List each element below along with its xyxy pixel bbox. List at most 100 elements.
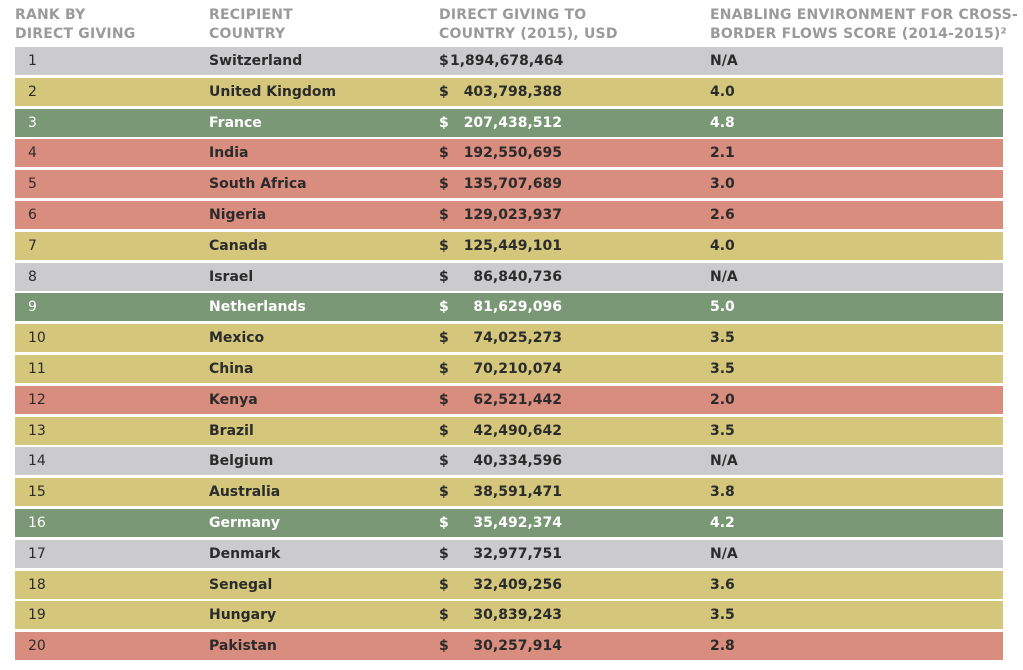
country-cell: Mexico [209, 330, 265, 347]
amount-cell: 40,334,596 [473, 453, 562, 470]
score-cell: 3.0 [710, 176, 735, 193]
rank-cell: 10 [28, 330, 46, 347]
rank-cell: 4 [28, 145, 37, 162]
header-giving: DIRECT GIVING TO COUNTRY (2015), USD [439, 7, 618, 42]
amount-cell: 135,707,689 [463, 176, 562, 193]
rank-cell: 15 [28, 484, 46, 501]
currency-symbol: $ [439, 268, 449, 285]
currency-symbol: $ [439, 206, 449, 223]
table-row: 14 Belgium $40,334,596 N/A [15, 447, 1003, 476]
rank-cell: 14 [28, 453, 46, 470]
score-cell: 5.0 [710, 299, 735, 316]
currency-symbol: $ [439, 53, 449, 69]
table-row: 13 Brazil $42,490,642 3.5 [15, 416, 1003, 445]
amount-cell: 30,257,914 [473, 638, 562, 655]
amount-cell: 192,550,695 [463, 145, 562, 162]
score-cell: N/A [710, 453, 738, 470]
currency-symbol: $ [439, 360, 449, 377]
rank-cell: 6 [28, 206, 37, 223]
amount-cell: 1,894,678,464 [450, 53, 564, 69]
amount-cell: 42,490,642 [473, 422, 562, 439]
country-cell: South Africa [209, 176, 307, 193]
table-row: 4 India $192,550,695 2.1 [15, 139, 1003, 168]
score-cell: 2.1 [710, 145, 735, 162]
country-cell: Switzerland [209, 53, 303, 69]
score-cell: 3.5 [710, 607, 735, 624]
table-row: 1 Switzerland $1,894,678,464 N/A [15, 47, 1003, 75]
country-cell: India [209, 145, 249, 162]
rank-cell: 17 [28, 545, 46, 562]
country-cell: France [209, 114, 262, 131]
rank-cell: 11 [28, 360, 46, 377]
country-cell: Israel [209, 268, 254, 285]
amount-cell: 70,210,074 [473, 360, 562, 377]
score-cell: 2.0 [710, 391, 735, 408]
currency-symbol: $ [439, 237, 449, 254]
table-row: 17 Denmark $32,977,751 N/A [15, 539, 1003, 568]
currency-symbol: $ [439, 330, 449, 347]
currency-symbol: $ [439, 576, 449, 593]
amount-cell: 81,629,096 [473, 299, 562, 316]
header-rank: RANK BY DIRECT GIVING [15, 7, 136, 42]
score-cell: N/A [710, 545, 738, 562]
table-row: 12 Kenya $62,521,442 2.0 [15, 385, 1003, 414]
country-cell: Senegal [209, 576, 273, 593]
amount-cell: 32,409,256 [473, 576, 562, 593]
score-cell: 4.0 [710, 237, 735, 254]
table-row: 20 Pakistan $30,257,914 2.8 [15, 632, 1003, 661]
giving-table: 1 Switzerland $1,894,678,464 N/A 2 United Kin… [15, 47, 1003, 663]
score-cell: 3.5 [710, 360, 735, 377]
amount-cell: 403,798,388 [463, 83, 562, 100]
country-cell: Hungary [209, 607, 277, 624]
table-row: 10 Mexico $74,025,273 3.5 [15, 324, 1003, 353]
rank-cell: 12 [28, 391, 46, 408]
score-cell: 3.6 [710, 576, 735, 593]
amount-cell: 74,025,273 [473, 330, 562, 347]
table-row: 6 Nigeria $129,023,937 2.6 [15, 200, 1003, 229]
country-cell: Germany [209, 514, 281, 531]
country-cell: Netherlands [209, 299, 306, 316]
rank-cell: 20 [28, 638, 46, 655]
country-cell: Nigeria [209, 206, 267, 223]
currency-symbol: $ [439, 638, 449, 655]
rank-cell: 18 [28, 576, 46, 593]
country-cell: China [209, 360, 254, 377]
amount-cell: 30,839,243 [473, 607, 562, 624]
table-row: 3 France $207,438,512 4.8 [15, 108, 1003, 137]
amount-cell: 125,449,101 [463, 237, 562, 254]
country-cell: Brazil [209, 422, 254, 439]
table-row: 16 Germany $35,492,374 4.2 [15, 508, 1003, 537]
country-cell: Denmark [209, 545, 281, 562]
currency-symbol: $ [439, 145, 449, 162]
table-row: 19 Hungary $30,839,243 3.5 [15, 601, 1003, 630]
currency-symbol: $ [439, 83, 449, 100]
amount-cell: 38,591,471 [473, 484, 562, 501]
currency-symbol: $ [439, 176, 449, 193]
score-cell: 4.8 [710, 114, 735, 131]
rank-cell: 1 [28, 53, 37, 69]
rank-cell: 9 [28, 299, 37, 316]
table-row: 8 Israel $86,840,736 N/A [15, 262, 1003, 291]
amount-cell: 86,840,736 [473, 268, 562, 285]
amount-cell: 35,492,374 [473, 514, 562, 531]
rank-cell: 5 [28, 176, 37, 193]
currency-symbol: $ [439, 514, 449, 531]
table-row: 18 Senegal $32,409,256 3.6 [15, 570, 1003, 599]
rank-cell: 19 [28, 607, 46, 624]
currency-symbol: $ [439, 607, 449, 624]
table-row: 9 Netherlands $81,629,096 5.0 [15, 293, 1003, 322]
country-cell: Pakistan [209, 638, 277, 655]
rank-cell: 8 [28, 268, 37, 285]
currency-symbol: $ [439, 422, 449, 439]
table-row: 15 Australia $38,591,471 3.8 [15, 478, 1003, 507]
table-header: RANK BY DIRECT GIVING RECIPIENT COUNTRY … [0, 6, 1023, 46]
rank-cell: 2 [28, 83, 37, 100]
currency-symbol: $ [439, 453, 449, 470]
country-cell: United Kingdom [209, 83, 337, 100]
score-cell: 2.8 [710, 638, 735, 655]
currency-symbol: $ [439, 114, 449, 131]
score-cell: N/A [710, 53, 738, 69]
country-cell: Belgium [209, 453, 274, 470]
currency-symbol: $ [439, 545, 449, 562]
amount-cell: 129,023,937 [463, 206, 562, 223]
